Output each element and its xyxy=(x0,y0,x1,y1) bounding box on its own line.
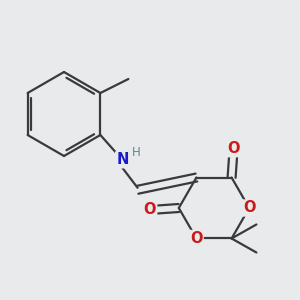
Text: O: O xyxy=(243,200,256,215)
Text: O: O xyxy=(190,231,203,246)
Text: H: H xyxy=(132,146,140,159)
Text: O: O xyxy=(227,141,240,156)
Text: N: N xyxy=(116,152,129,167)
Text: O: O xyxy=(144,202,156,217)
